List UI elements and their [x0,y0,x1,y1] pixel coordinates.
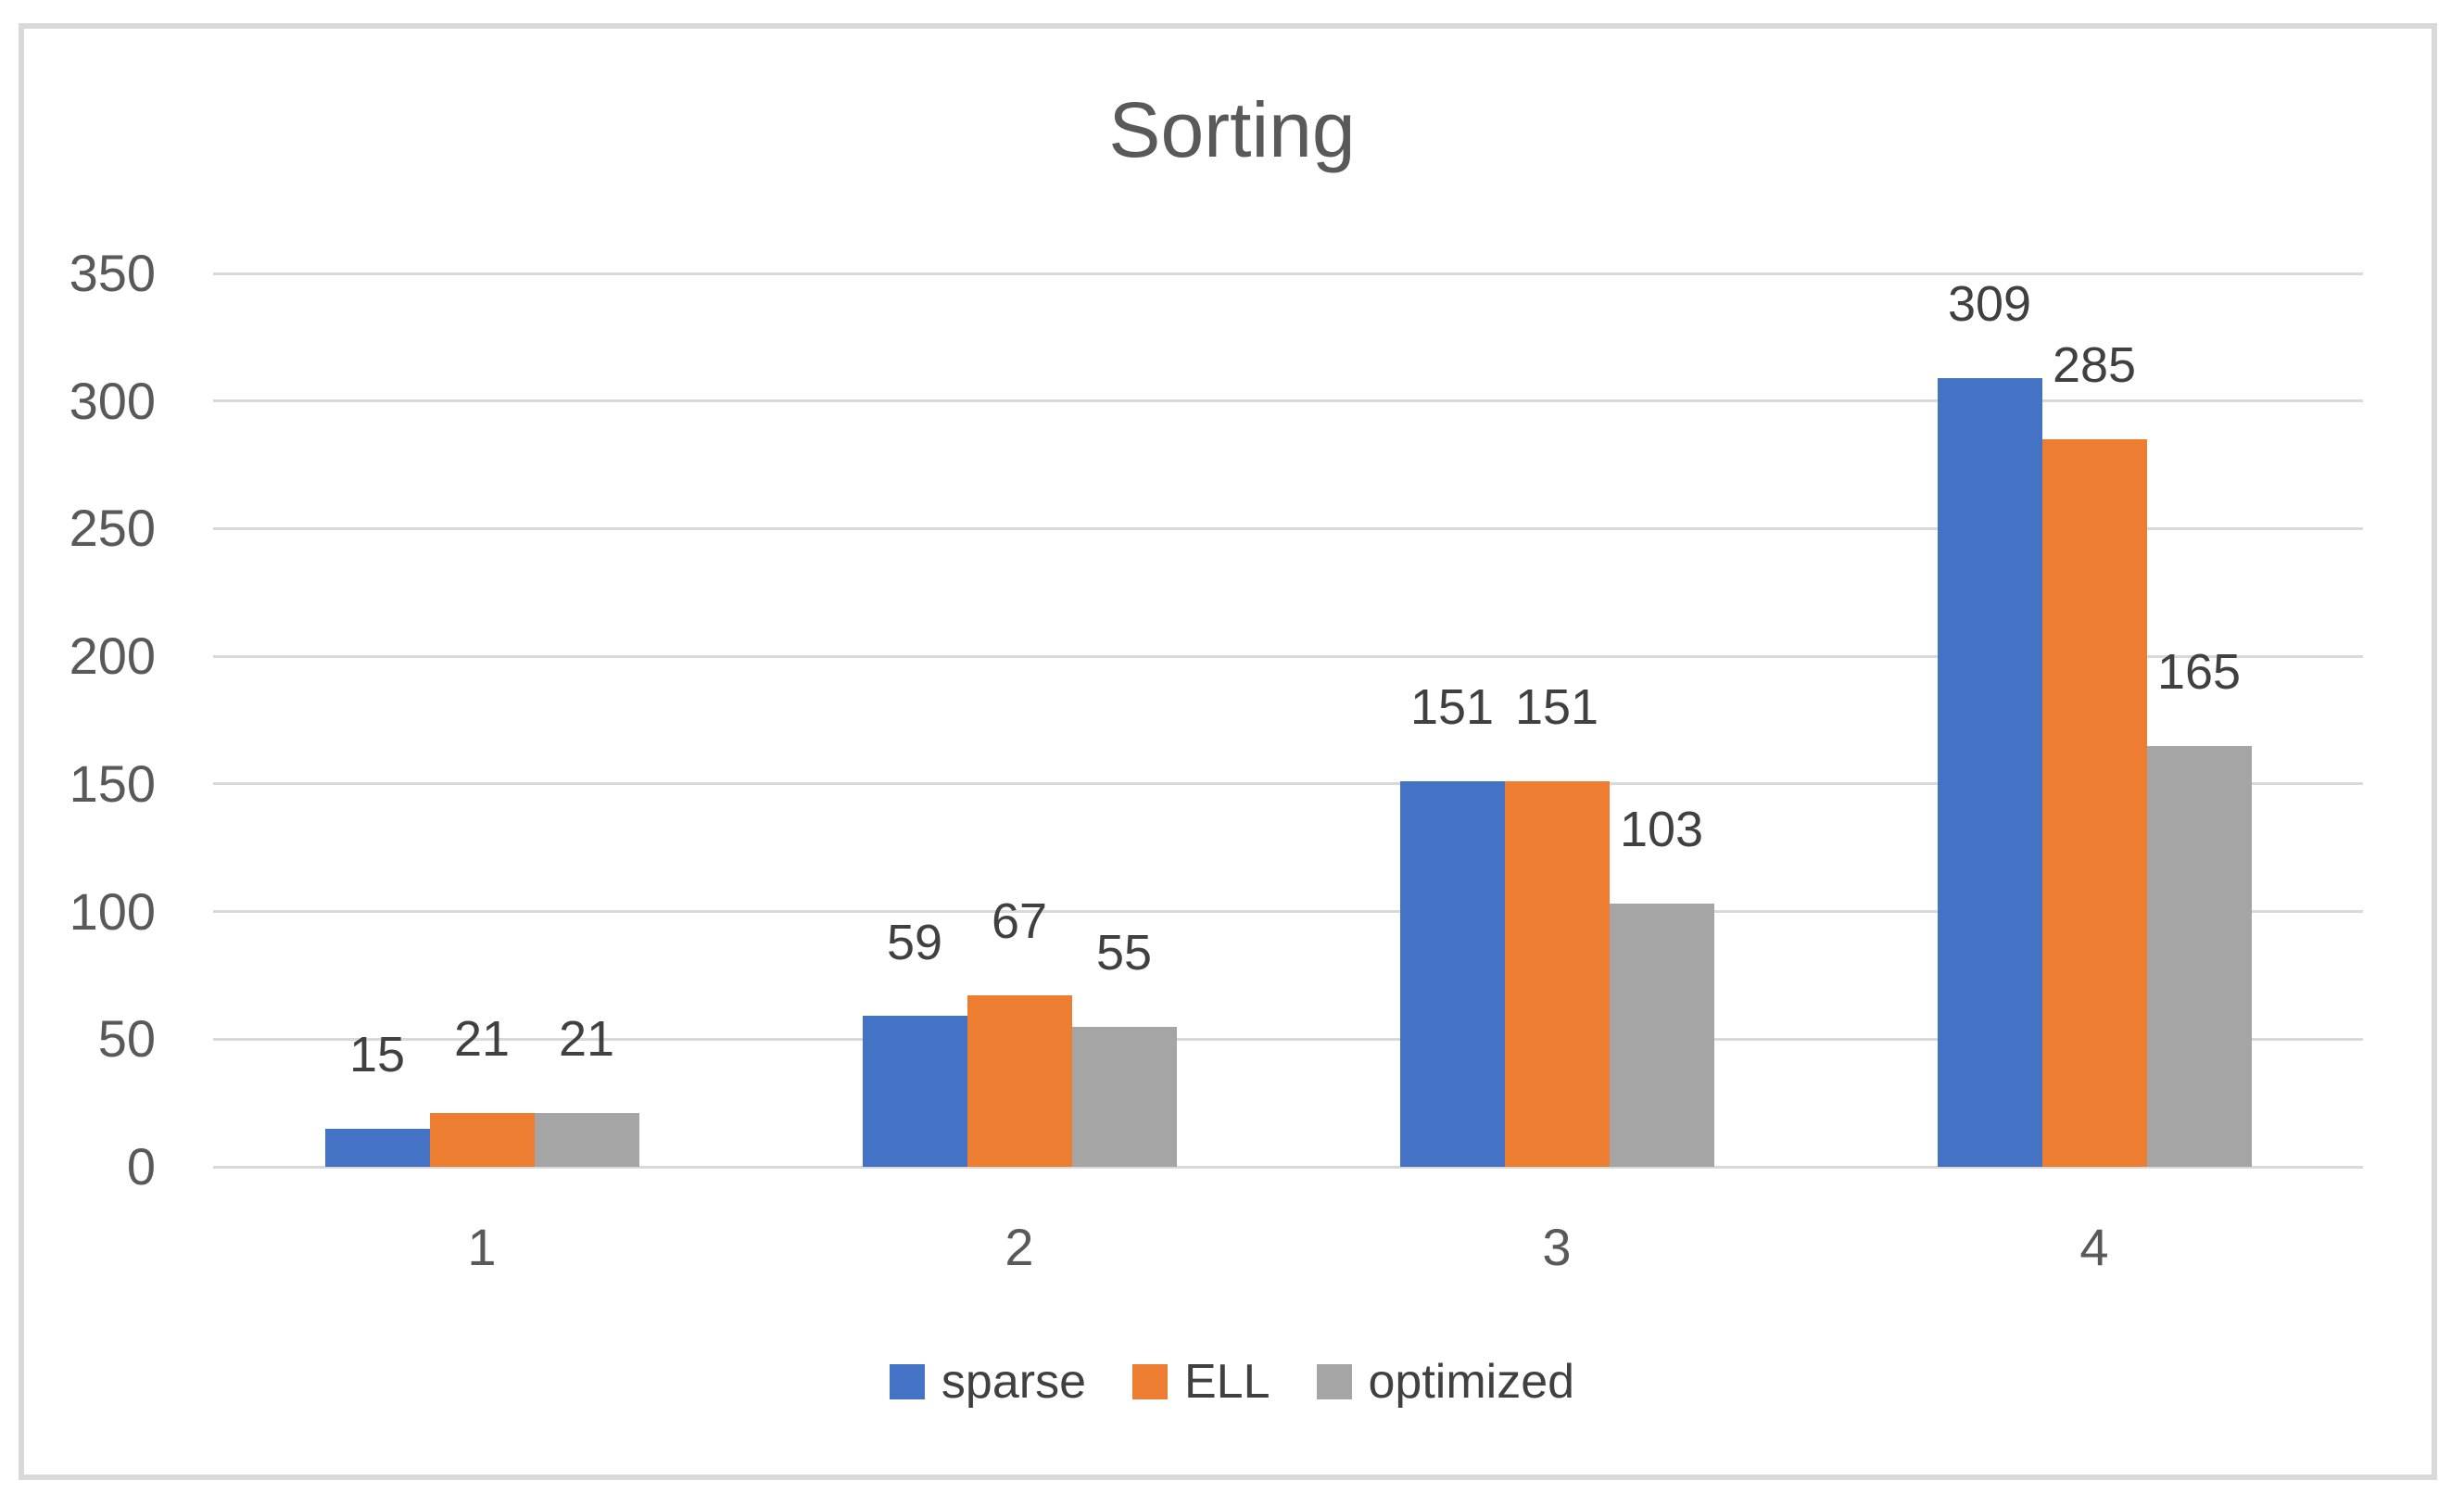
bar-value-label: 285 [2052,337,2137,394]
y-axis-label: 350 [69,244,156,302]
bar-optimized [2146,745,2252,1167]
bar-value-label: 165 [2156,643,2242,700]
gridline [213,1037,2363,1041]
legend-label: sparse [941,1355,1086,1409]
x-axis-label: 4 [2079,1218,2109,1276]
bar-ELL [429,1113,535,1167]
y-axis-label: 200 [69,626,156,686]
bar-value-label: 55 [1095,924,1153,981]
bar-value-label: 21 [558,1011,615,1068]
gridline [213,782,2363,786]
y-axis-label: 100 [69,881,156,941]
gridline [213,910,2363,914]
bar-ELL [2041,439,2147,1167]
bar-value-label: 151 [1409,679,1495,736]
bar-value-label: 21 [453,1011,511,1068]
bar-sparse [1399,781,1505,1167]
gridline [213,399,2363,403]
legend: sparse ELL optimized [0,1353,2464,1411]
bar-sparse [862,1016,967,1167]
y-axis-label: 150 [69,753,156,813]
bar-sparse [1937,377,2042,1167]
gridline [213,526,2363,530]
y-axis-label: 0 [126,1137,156,1196]
bar-ELL [1504,781,1610,1167]
bar-value-label: 59 [886,914,943,970]
bar-value-label: 67 [991,893,1048,950]
gridline [213,654,2363,658]
legend-label: ELL [1183,1355,1270,1409]
bar-value-label: 103 [1619,802,1704,858]
gridline [213,272,2363,275]
bar-optimized [1609,904,1714,1167]
legend-marker [1316,1364,1352,1399]
y-axis-label: 250 [69,499,156,558]
x-axis-label: 2 [1005,1218,1034,1276]
x-axis-line [213,1165,2363,1169]
bar-value-label: 309 [1947,275,2032,332]
bar-value-label: 15 [348,1026,406,1082]
legend-marker [889,1364,925,1399]
bar-sparse [324,1128,430,1167]
legend-label: optimized [1368,1355,1575,1409]
legend-item-optimized: optimized [1316,1355,1575,1409]
legend-item-ELL: ELL [1131,1355,1270,1409]
legend-item-sparse: sparse [889,1355,1086,1409]
chart-title: Sorting [1108,86,1356,173]
bar-value-label: 151 [1514,679,1599,736]
legend-marker [1131,1364,1168,1399]
bar-ELL [967,995,1072,1167]
x-axis-label: 3 [1542,1218,1572,1276]
bar-optimized [534,1113,639,1167]
y-axis-label: 50 [97,1009,156,1069]
bar-optimized [1071,1026,1177,1167]
y-axis-label: 300 [69,371,156,430]
x-axis-label: 1 [467,1218,497,1276]
